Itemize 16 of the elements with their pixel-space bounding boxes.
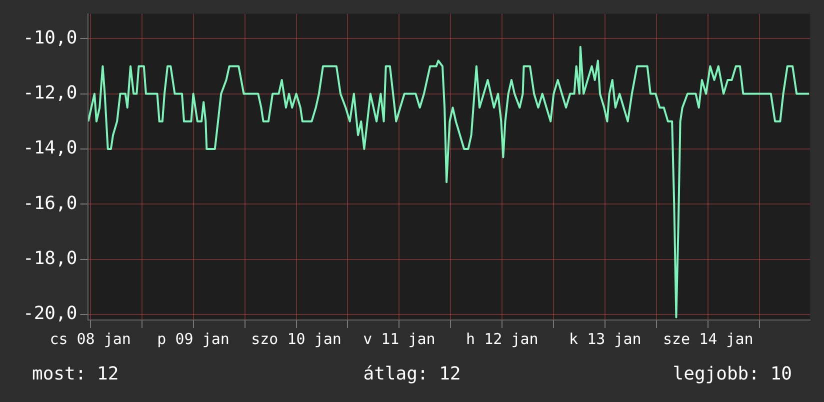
text: legjobb: 10 xyxy=(672,364,792,385)
x-tick-label: p 09 jan xyxy=(157,330,230,348)
x-tick-label: h 12 jan xyxy=(466,330,538,348)
x-tick-label: szo 10 jan xyxy=(251,330,342,348)
y-tick-label: -16,0 xyxy=(22,192,78,214)
y-tick-label: -18,0 xyxy=(22,248,78,269)
x-tick-label: sze 14 jan xyxy=(662,330,754,348)
x-tick-label: k 13 jan xyxy=(569,330,642,348)
x-tick-label: cs 08 jan xyxy=(50,330,131,348)
y-tick-label: -14,0 xyxy=(22,138,78,159)
text: most: 12 xyxy=(32,364,119,385)
y-tick-label: -20,0 xyxy=(22,303,78,324)
x-tick-label: v 11 jan xyxy=(363,330,436,348)
y-tick-label: -12,0 xyxy=(22,82,78,104)
y-tick-label: -10,0 xyxy=(22,27,78,48)
text: átlag: 12 xyxy=(363,364,461,385)
